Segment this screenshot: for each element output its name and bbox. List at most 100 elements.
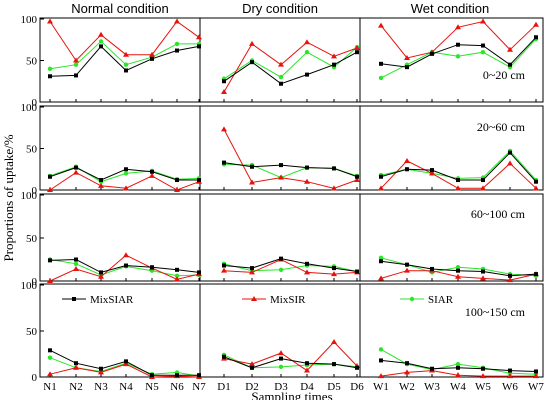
mixsir-point xyxy=(455,273,461,279)
x-tick-label: N1 xyxy=(43,381,56,393)
mixsiar-point xyxy=(72,297,76,301)
mixsiar-point xyxy=(150,169,154,174)
mixsiar-point xyxy=(332,266,336,271)
mixsir-point xyxy=(47,187,53,192)
mixsir-point xyxy=(278,61,284,67)
mixsiar-point xyxy=(99,178,103,183)
y-tick-label: 100 xyxy=(21,102,38,114)
x-tick-label: W4 xyxy=(450,381,466,393)
mixsiar-point xyxy=(250,266,254,271)
mixsiar-point xyxy=(99,270,103,275)
mixsir-point xyxy=(174,18,180,24)
siar-point xyxy=(278,364,284,370)
mixsiar-point xyxy=(456,365,460,370)
legend-label: SIAR xyxy=(428,294,454,306)
y-tick-label: 50 xyxy=(26,144,38,156)
mixsiar-point xyxy=(175,267,179,272)
siar-point xyxy=(98,39,104,44)
mixsiar-point xyxy=(405,65,409,70)
y-tick-label: 0 xyxy=(32,185,38,197)
mixsir-point xyxy=(249,179,255,185)
mixsir-series xyxy=(47,252,539,283)
mixsir-point xyxy=(354,45,360,51)
mixsiar-point xyxy=(150,373,154,378)
mixsir-point xyxy=(47,371,53,377)
mixsiar-series xyxy=(48,150,538,184)
x-tick-label: W6 xyxy=(502,381,518,393)
mixsiar-point xyxy=(124,359,128,364)
mixsiar-point xyxy=(430,51,434,56)
mixsiar-point xyxy=(222,160,226,165)
mixsir-point xyxy=(123,361,129,367)
mixsir-point xyxy=(507,373,513,379)
mixsiar-point xyxy=(74,73,78,78)
mixsiar-point xyxy=(124,167,128,172)
mixsir-point xyxy=(174,276,180,282)
mixsiar-point xyxy=(430,168,434,173)
mixsir-point xyxy=(123,252,129,258)
mixsir-point xyxy=(507,277,513,283)
siar-point xyxy=(47,66,53,72)
mixsiar-point xyxy=(405,262,409,267)
mixsiar-point xyxy=(197,373,201,378)
mixsiar-point xyxy=(48,258,52,263)
legend-entry: MixSIR xyxy=(242,294,306,306)
depth-label: 60~100 cm xyxy=(471,207,526,221)
mixsiar-point xyxy=(305,261,309,266)
mixsiar-point xyxy=(355,50,359,55)
mixsiar-point xyxy=(481,269,485,274)
mixsir-point xyxy=(378,22,384,28)
mixsir-point xyxy=(304,269,310,275)
mixsiar-point xyxy=(456,42,460,47)
mixsir-point xyxy=(331,185,337,191)
siar-point xyxy=(378,255,384,260)
mixsir-point xyxy=(304,39,310,45)
mixsir-point xyxy=(251,296,257,301)
mixsir-point xyxy=(98,182,104,188)
mixsiar-point xyxy=(508,62,512,67)
x-tick-label: D5 xyxy=(327,381,341,393)
condition-header: Dry condition xyxy=(242,1,318,16)
siar-point xyxy=(123,62,129,67)
mixsir-point xyxy=(480,185,486,191)
mixsiar-point xyxy=(124,68,128,73)
mixsiar-point xyxy=(279,256,283,261)
siar-point xyxy=(378,75,384,81)
mixsir-point xyxy=(480,373,486,379)
mixsiar-point xyxy=(99,44,103,49)
mixsiar-point xyxy=(279,163,283,168)
siar-point xyxy=(304,50,310,55)
mixsir-point xyxy=(221,126,227,132)
siar-line xyxy=(223,46,358,80)
mixsiar-point xyxy=(222,263,226,268)
x-tick-label: N4 xyxy=(119,381,133,393)
mixsiar-point xyxy=(250,60,254,65)
mixsir-point xyxy=(98,369,104,375)
x-tick-label: W3 xyxy=(424,381,440,393)
mixsiar-point xyxy=(379,174,383,179)
mixsiar-point xyxy=(74,257,78,262)
mixsiar-point xyxy=(355,365,359,370)
mixsiar-point xyxy=(508,150,512,155)
mixsir-point xyxy=(507,160,513,166)
mixsiar-point xyxy=(305,165,309,170)
mixsir-point xyxy=(331,271,337,277)
mixsir-point xyxy=(249,40,255,46)
mixsir-point xyxy=(480,275,486,281)
mixsiar-line xyxy=(223,356,358,369)
mixsiar-point xyxy=(534,179,538,184)
mixsiar-point xyxy=(197,178,201,183)
x-tick-label: D6 xyxy=(350,381,364,393)
mixsiar-point xyxy=(150,56,154,61)
mixsiar-point xyxy=(379,259,383,264)
mixsir-series xyxy=(47,18,539,95)
mixsiar-point xyxy=(222,79,226,84)
mixsir-point xyxy=(304,367,310,373)
mixsiar-line xyxy=(223,51,358,85)
mixsir-point xyxy=(73,265,79,271)
mixsiar-point xyxy=(124,263,128,268)
mixsiar-point xyxy=(48,174,52,179)
legend-label: MixSIAR xyxy=(90,294,134,306)
mixsir-point xyxy=(123,51,129,57)
mixsir-line xyxy=(380,160,537,189)
